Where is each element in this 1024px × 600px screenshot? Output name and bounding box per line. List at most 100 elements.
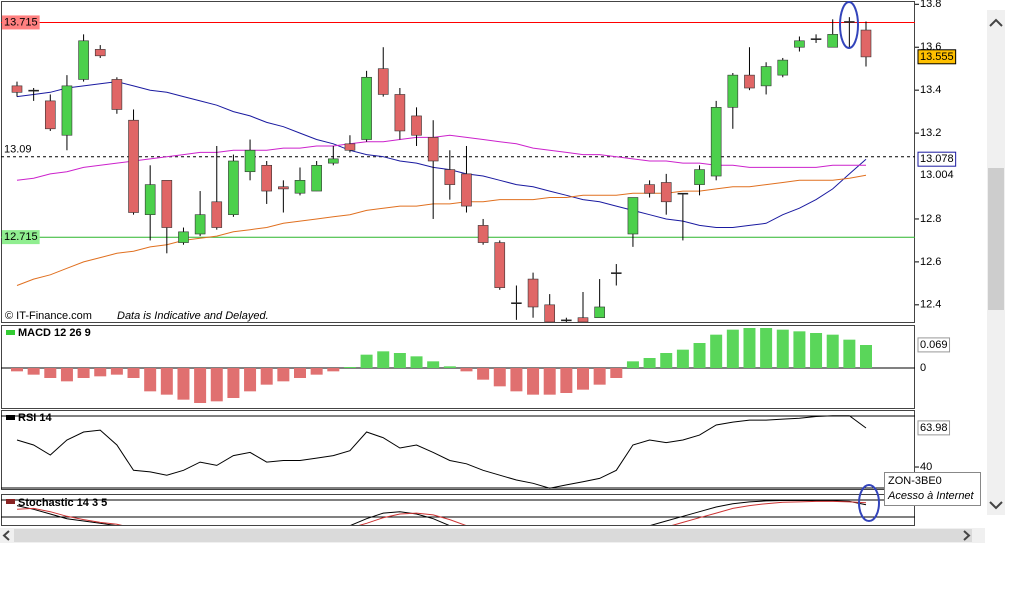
macd-bar: [44, 368, 57, 378]
last-price-label-box: [917, 49, 957, 65]
macd-bar: [144, 368, 157, 392]
tooltip-title: ZON-3BE0: [888, 475, 942, 487]
candle-body: [794, 40, 805, 48]
macd-bar: [110, 368, 123, 375]
y-tick-label: 40: [920, 461, 932, 473]
macd-bar: [660, 353, 673, 368]
ma-label-box: [917, 151, 957, 167]
macd-bar: [260, 368, 273, 385]
macd-bar: [460, 368, 473, 372]
candle-body: [78, 40, 89, 80]
scroll-thumb[interactable]: [14, 529, 972, 542]
macd-bar: [843, 339, 856, 368]
macd-bar: [127, 368, 140, 378]
level-label: 13.09: [4, 144, 32, 156]
candle-body: [211, 201, 223, 228]
candle-body: [28, 89, 39, 92]
macd-bar: [427, 361, 440, 368]
last-value-label: 63.98: [920, 422, 948, 434]
macd-bar: [244, 368, 257, 392]
candle-body: [311, 164, 322, 192]
scroll-down[interactable]: [989, 501, 1003, 510]
panel-title: RSI 14: [18, 412, 53, 424]
macd-marker: [6, 330, 15, 335]
macd-bar: [826, 334, 839, 368]
last-value-label-box: [917, 420, 951, 436]
macd-bar: [760, 328, 773, 368]
stoch-panel-frame: [1, 494, 915, 526]
candle-body: [577, 317, 589, 322]
macd-bar: [527, 368, 540, 395]
y-tick-label: 12.6: [920, 256, 941, 268]
macd-bar: [626, 361, 639, 368]
price-panel-frame: [1, 1, 915, 323]
scroll-thumb[interactable]: [988, 168, 1004, 310]
candle-body: [594, 306, 605, 319]
indicator-line: [16, 500, 867, 525]
candle-body: [710, 107, 722, 177]
candle-body: [810, 38, 822, 40]
macd-bar: [343, 367, 356, 368]
highlight-circle: [839, 1, 859, 49]
macd-bar: [277, 368, 290, 382]
rsi-marker: [6, 415, 15, 420]
macd-bar: [377, 351, 390, 368]
rsi-panel-frame: [1, 410, 915, 490]
candle-body: [694, 169, 705, 185]
tooltip-text: Acesso à Internet: [887, 490, 975, 502]
moving-average: [16, 134, 866, 181]
candle-body: [178, 231, 189, 243]
macd-bar: [793, 331, 806, 368]
scroll-left[interactable]: [2, 530, 10, 541]
candle-body: [394, 94, 406, 132]
candle-body: [444, 169, 456, 185]
tooltip: ZON-3BE0 Acesso à Internet: [884, 472, 981, 506]
disclaimer: Data is Indicative and Delayed.: [117, 310, 269, 322]
macd-bar: [77, 368, 90, 378]
macd-bar: [210, 368, 223, 402]
scroll-up[interactable]: [989, 18, 1003, 27]
macd-bar: [360, 354, 373, 368]
tooltip-box: [884, 472, 981, 506]
candle-body: [11, 85, 23, 93]
candle-body: [228, 160, 239, 215]
macd-bar: [593, 368, 606, 385]
candle-body: [477, 225, 489, 243]
ma-label: 13.078: [920, 153, 954, 165]
candle-body: [610, 272, 622, 274]
candle-body: [377, 68, 389, 95]
scroll-right[interactable]: [963, 530, 971, 541]
macd-bar: [743, 328, 756, 368]
macd-bar: [477, 368, 490, 380]
candle-body: [128, 119, 139, 213]
macd-bar: [493, 368, 506, 387]
candle-body: [327, 158, 339, 164]
macd-bar: [194, 368, 207, 403]
last-value-label: 0.069: [920, 339, 948, 351]
panel-title: Stochastic 14 3 5: [18, 497, 107, 509]
macd-bar: [560, 368, 573, 393]
candle-body: [844, 21, 855, 23]
vertical-scrollbar[interactable]: [987, 10, 1005, 515]
candle-body: [660, 182, 672, 203]
macd-bar: [510, 368, 523, 392]
indicator-line: [16, 500, 867, 525]
macd-bar: [160, 368, 173, 395]
candle-body: [261, 164, 273, 192]
level-label-box: [2, 15, 40, 30]
candle-body: [411, 115, 422, 136]
macd-bar: [227, 368, 240, 398]
candle-body: [544, 304, 556, 322]
horizontal-scrollbar[interactable]: [0, 528, 985, 543]
candle-body: [627, 197, 639, 235]
candle-body: [194, 214, 206, 235]
macd-bar: [693, 343, 706, 368]
macd-bar: [94, 368, 107, 377]
macd-bar: [393, 353, 406, 368]
macd-bar: [710, 334, 723, 368]
stoch-marker: [6, 499, 15, 504]
candle-body: [461, 173, 472, 207]
candle-body: [361, 76, 372, 140]
macd-bar: [11, 368, 23, 372]
